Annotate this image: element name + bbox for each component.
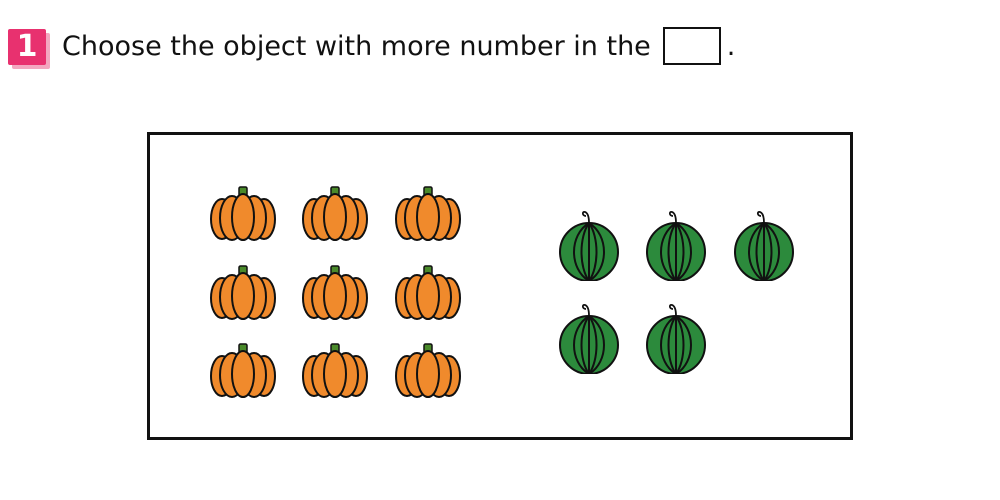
watermelon-icon[interactable] xyxy=(557,300,621,374)
question-period: . xyxy=(726,30,736,62)
pumpkin-icon[interactable] xyxy=(208,185,278,243)
pumpkin-icon[interactable] xyxy=(393,264,463,322)
pumpkin-icon[interactable] xyxy=(393,342,463,400)
answer-box[interactable] xyxy=(662,27,721,65)
watermelon-icon[interactable] xyxy=(557,207,621,281)
pumpkin-icon[interactable] xyxy=(208,264,278,322)
pumpkin-icon[interactable] xyxy=(300,185,370,243)
watermelon-icon[interactable] xyxy=(644,207,708,281)
pumpkin-icon[interactable] xyxy=(300,264,370,322)
question-number-badge: 1 xyxy=(8,29,46,65)
watermelon-icon[interactable] xyxy=(644,300,708,374)
pumpkin-icon[interactable] xyxy=(208,342,278,400)
question-text: Choose the object with more number in th… xyxy=(62,30,651,62)
question-line: Choose the object with more number in th… xyxy=(62,24,735,68)
pumpkin-icon[interactable] xyxy=(300,342,370,400)
watermelon-icon[interactable] xyxy=(732,207,796,281)
objects-panel xyxy=(147,132,853,440)
pumpkin-icon[interactable] xyxy=(393,185,463,243)
